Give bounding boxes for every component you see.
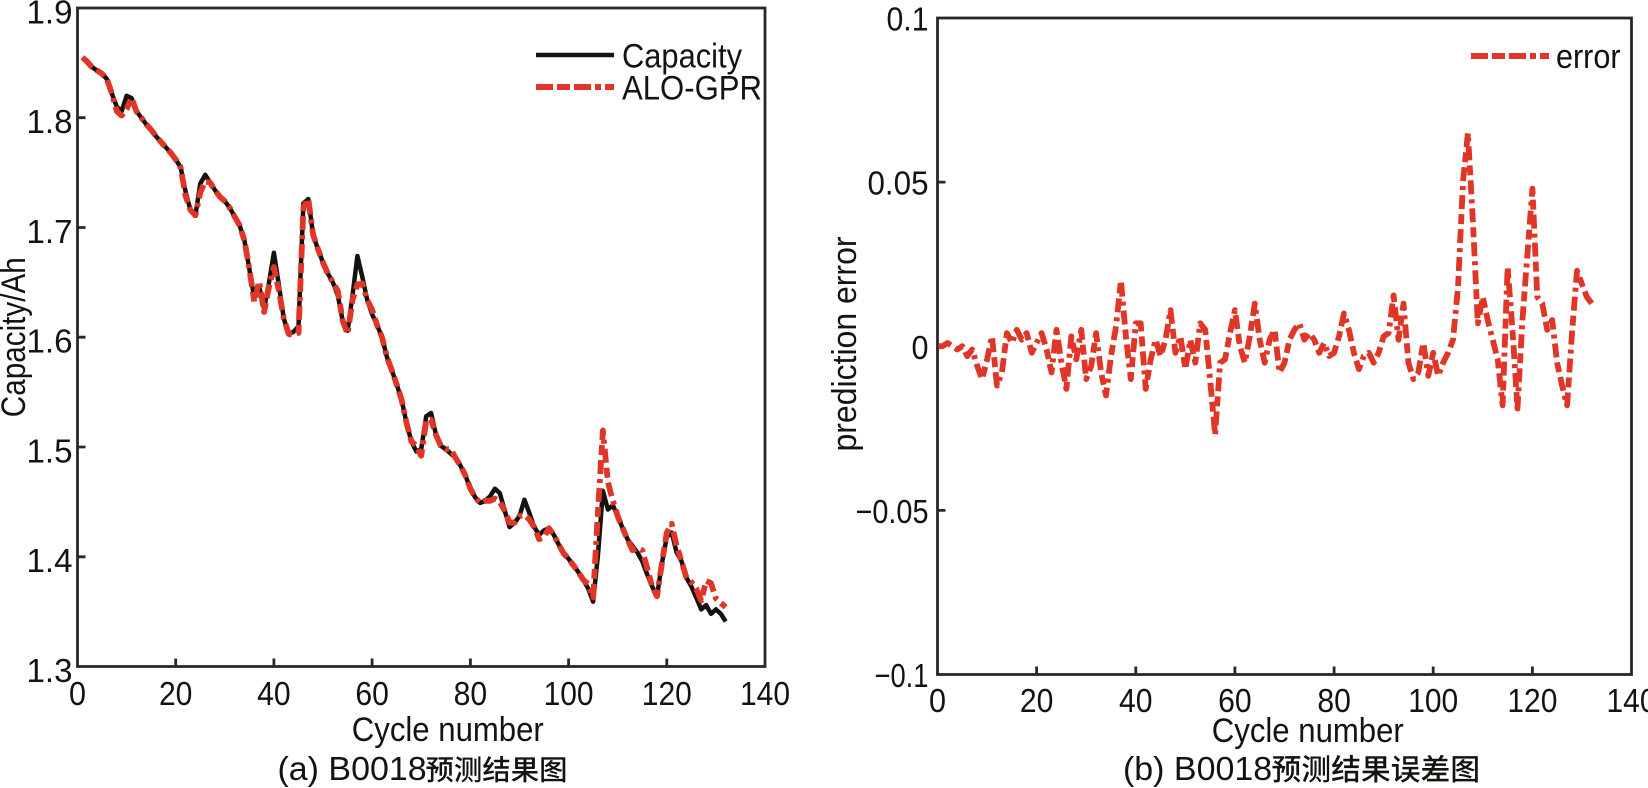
svg-text:60: 60 (355, 676, 389, 713)
svg-text:40: 40 (257, 676, 291, 713)
svg-text:prediction error: prediction error (826, 237, 864, 452)
svg-text:1.3: 1.3 (27, 653, 73, 690)
svg-text:0.05: 0.05 (868, 166, 929, 203)
svg-text:1.9: 1.9 (27, 0, 73, 32)
svg-text:40: 40 (1119, 683, 1153, 720)
svg-text:0: 0 (912, 330, 929, 367)
svg-text:100: 100 (544, 676, 594, 713)
svg-text:0: 0 (69, 676, 86, 713)
svg-text:ALO-GPR: ALO-GPR (622, 70, 762, 108)
svg-text:1.4: 1.4 (27, 543, 73, 580)
svg-text:1.5: 1.5 (27, 434, 73, 471)
svg-text:−0.1: −0.1 (875, 658, 929, 695)
svg-text:1.7: 1.7 (27, 214, 73, 251)
svg-text:(a) B0018: (a) B0018 (278, 751, 427, 788)
svg-text:60: 60 (1218, 683, 1252, 720)
svg-text:140: 140 (740, 676, 790, 713)
svg-text:0.1: 0.1 (887, 2, 929, 39)
svg-text:1.6: 1.6 (27, 324, 73, 361)
svg-text:−0.05: −0.05 (856, 494, 929, 531)
svg-text:error: error (1556, 38, 1621, 76)
svg-text:20: 20 (159, 676, 193, 713)
svg-text:Capacity/Ah: Capacity/Ah (0, 257, 33, 417)
svg-text:80: 80 (1317, 683, 1351, 720)
svg-text:120: 120 (1507, 683, 1557, 720)
svg-text:100: 100 (1408, 683, 1458, 720)
svg-text:120: 120 (642, 676, 692, 713)
svg-text:Cycle number: Cycle number (1212, 712, 1404, 750)
svg-text:20: 20 (1020, 683, 1054, 720)
svg-text:(b) B0018: (b) B0018 (1123, 751, 1272, 788)
svg-text:1.8: 1.8 (27, 104, 73, 141)
svg-text:0: 0 (929, 683, 946, 720)
svg-text:80: 80 (454, 676, 488, 713)
svg-text:Cycle number: Cycle number (352, 711, 544, 749)
svg-text:140: 140 (1607, 683, 1648, 720)
svg-text:Capacity: Capacity (622, 38, 742, 76)
